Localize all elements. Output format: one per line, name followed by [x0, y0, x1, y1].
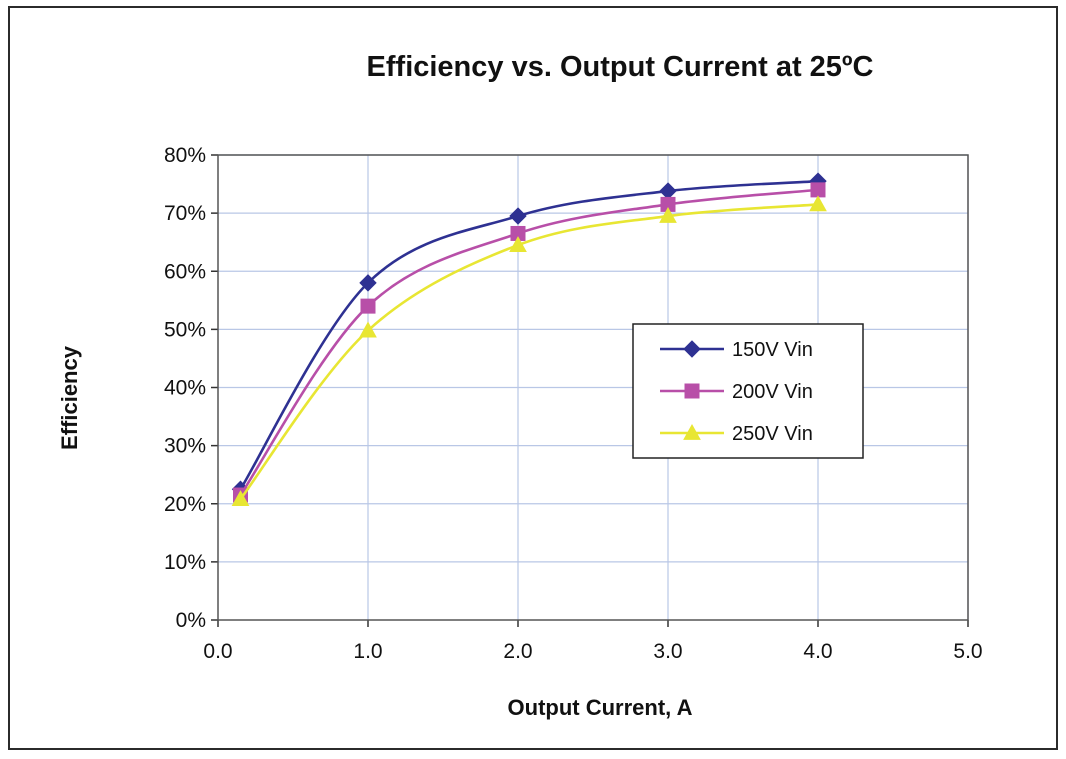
data-point-diamond — [509, 207, 527, 225]
axes — [211, 154, 969, 627]
y-tick-labels: 0% 10% 20% 30% 40% 50% 60% 70% 80% — [164, 144, 206, 632]
legend-marker — [683, 423, 701, 440]
series-triangle — [231, 195, 827, 506]
y-tick-label: 0% — [176, 609, 206, 632]
chart-title: Efficiency vs. Output Current at 25ºC — [367, 51, 874, 83]
y-tick-label: 80% — [164, 144, 206, 167]
data-point-triangle — [231, 490, 250, 506]
data-point-square — [810, 182, 826, 198]
y-axis-label: Efficiency — [57, 345, 82, 450]
y-tick-label: 30% — [164, 435, 206, 458]
legend-marker — [684, 383, 700, 399]
x-tick-label: 1.0 — [353, 640, 382, 663]
x-tick-labels: 0.0 1.0 2.0 3.0 4.0 5.0 — [203, 640, 982, 663]
x-tick-label: 4.0 — [803, 640, 832, 663]
x-tick-label: 2.0 — [503, 640, 532, 663]
y-tick-label: 50% — [164, 318, 206, 341]
x-tick-label: 5.0 — [953, 640, 982, 663]
y-tick-label: 60% — [164, 260, 206, 283]
data-point-triangle — [659, 207, 677, 223]
y-tick-label: 40% — [164, 377, 206, 400]
plot-border — [217, 154, 969, 621]
legend-marker — [683, 340, 701, 358]
legend-label: 250V Vin — [732, 423, 813, 445]
series-square — [233, 182, 826, 503]
x-axis-label: Output Current, A — [508, 695, 693, 720]
legend-label: 150V Vin — [732, 339, 813, 361]
x-tick-label: 0.0 — [203, 640, 232, 663]
data-point-triangle — [509, 236, 527, 252]
data-point-square — [360, 298, 376, 314]
legend-label: 200V Vin — [732, 381, 813, 403]
data-point-triangle — [809, 195, 827, 212]
y-tick-label: 70% — [164, 202, 206, 225]
y-tick-label: 10% — [164, 551, 206, 574]
x-tick-label: 3.0 — [653, 640, 682, 663]
series-line — [239, 179, 819, 490]
legend: 150V Vin 200V Vin 250V Vin — [632, 323, 864, 459]
y-tick-label: 20% — [164, 493, 206, 516]
data-point-triangle — [359, 321, 377, 338]
data-point-diamond — [359, 274, 377, 292]
series-layer — [231, 172, 827, 506]
series-line — [239, 188, 819, 496]
